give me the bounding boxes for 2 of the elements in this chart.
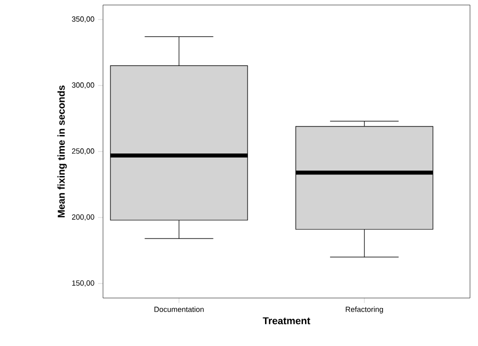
y-axis-title: Mean fixing time in seconds	[57, 85, 67, 218]
x-axis-title: Treatment	[262, 317, 310, 324]
